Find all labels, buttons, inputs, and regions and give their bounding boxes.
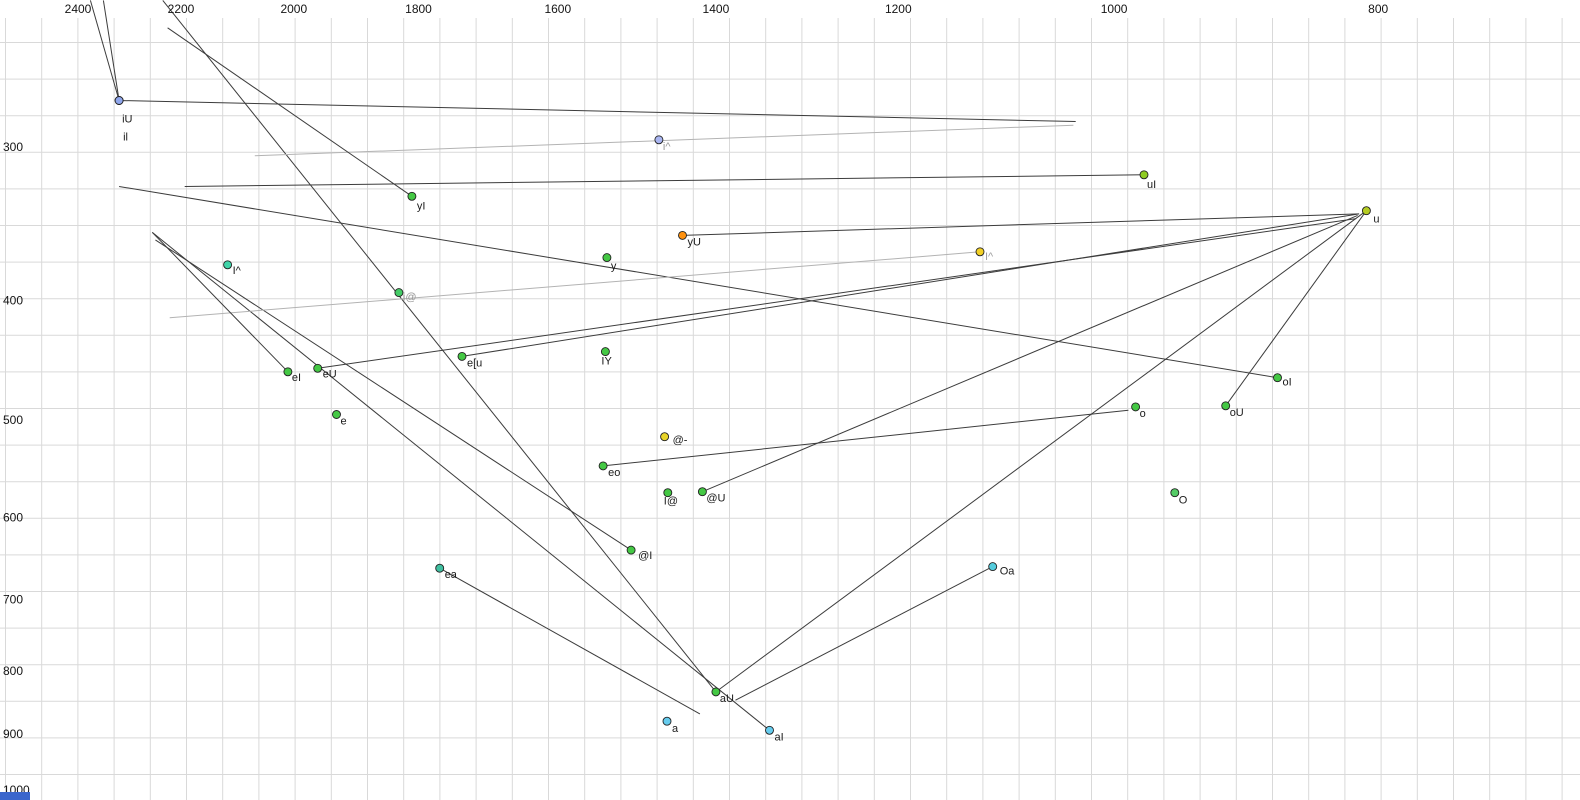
- vowel-point-i@[interactable]: [394, 288, 404, 298]
- vowel-trajectory-line: [603, 409, 1129, 467]
- vowel-point-label: il: [123, 132, 128, 144]
- y-axis-tick-label: 700: [3, 593, 23, 607]
- vowel-trajectory-line: [151, 232, 770, 731]
- x-axis-tick-label: 1400: [703, 2, 730, 16]
- x-axis-tick-label: 2200: [168, 2, 195, 16]
- x-axis-tick-label: 2400: [65, 2, 92, 16]
- vowel-point-aI[interactable]: [765, 725, 774, 735]
- vowel-trajectory-line: [119, 100, 1076, 122]
- vowel-point-label: eo: [608, 467, 620, 479]
- vowel-point-yI[interactable]: [407, 191, 417, 201]
- vowel-point-ea[interactable]: [435, 563, 445, 573]
- x-axis-tick-label: 1200: [885, 2, 912, 16]
- vowel-point-label: I^: [233, 265, 242, 277]
- vowel-trajectory-line: [254, 124, 1074, 157]
- vowel-point-label: oI: [1283, 377, 1292, 389]
- vowel-point-I@[interactable]: [663, 488, 673, 498]
- vowel-point-y[interactable]: [602, 253, 612, 263]
- vowel-point-il[interactable]: [114, 96, 124, 105]
- vowel-point-yU[interactable]: [678, 230, 687, 240]
- vowel-point-IY[interactable]: [600, 347, 610, 357]
- y-axis-tick-label: 300: [3, 140, 23, 154]
- vowel-point-label: IY: [601, 356, 612, 368]
- vowel-point-@I[interactable]: [626, 545, 636, 555]
- vowel-point-label: yU: [688, 236, 702, 248]
- vowel-point-uI[interactable]: [1139, 170, 1149, 180]
- vowel-point-label: e: [341, 416, 347, 428]
- vowel-point-Oa[interactable]: [988, 562, 998, 572]
- vowel-point-eI[interactable]: [283, 367, 293, 377]
- vowel-trajectory-line: [439, 567, 701, 715]
- vowel-point-label: a: [672, 723, 679, 735]
- vowel-trajectory-line: [102, 0, 120, 101]
- vowel-point-label: Oa: [1000, 566, 1016, 578]
- vowel-trajectory-line: [169, 251, 981, 319]
- vowel-trajectory-line: [702, 214, 1358, 493]
- vowel-trajectory-line: [162, 0, 717, 693]
- vowel-point-label: eU: [323, 368, 337, 380]
- vowel-trajectory-line: [317, 218, 1357, 369]
- vowel-trajectory-line: [735, 566, 993, 701]
- vowel-point-label: eI: [292, 372, 301, 384]
- vowel-trajectory-line: [155, 239, 632, 551]
- vowel-trajectory-line: [167, 27, 413, 197]
- vowel-point-I^[interactable]: [223, 260, 233, 270]
- x-axis-tick-label: 1000: [1101, 2, 1128, 16]
- x-axis-tick-label: 800: [1368, 2, 1388, 16]
- vowel-point-label: i^: [663, 141, 671, 153]
- vowel-point-label: o: [1140, 408, 1146, 420]
- vowel-point-label: iU: [122, 114, 132, 126]
- vowel-trajectory-line: [682, 213, 1360, 236]
- vowel-point-o[interactable]: [1131, 402, 1141, 412]
- y-axis-tick-label: 500: [3, 413, 23, 427]
- vowel-point-label: I@: [664, 496, 678, 508]
- vowel-trajectory-line: [1225, 210, 1367, 407]
- y-axis-tick-label: 400: [3, 294, 23, 308]
- vowel-point-label: @-: [673, 435, 688, 447]
- vowel-point-e[u[interactable]: [457, 351, 467, 361]
- vowel-point-label: u: [1373, 214, 1379, 226]
- y-axis-tick-label: 800: [3, 664, 23, 678]
- y-axis-tick-label: 900: [3, 727, 23, 741]
- vowel-point-@U[interactable]: [697, 487, 707, 497]
- x-axis-tick-label: 2000: [280, 2, 307, 16]
- vowel-point-u[interactable]: [1361, 206, 1371, 216]
- vowel-point-label: @I: [638, 550, 652, 562]
- vowel-point-label: uI: [1147, 179, 1156, 191]
- vowel-trajectory-line: [89, 0, 120, 101]
- vowel-point-oU[interactable]: [1221, 401, 1231, 411]
- vowel-point-eo[interactable]: [598, 461, 608, 471]
- vowel-point-label: @U: [706, 493, 725, 505]
- vowel-point-label: i@: [403, 292, 417, 304]
- vowel-trajectory-line: [119, 186, 1278, 379]
- bottom-left-blue-fragment: [0, 792, 30, 800]
- vowel-point-label: aI: [775, 731, 784, 743]
- vowel-point-label: ea: [445, 569, 458, 581]
- vowel-point-label: I^: [985, 251, 994, 263]
- vowel-point-e[interactable]: [332, 410, 341, 419]
- x-axis-tick-label: 1800: [405, 2, 432, 16]
- x-axis-tick-label: 1600: [544, 2, 571, 16]
- vowel-trajectory-line: [151, 232, 289, 373]
- vowel-point-I^[interactable]: [975, 247, 985, 257]
- vowel-point-i^[interactable]: [654, 135, 664, 145]
- vowel-point-oI[interactable]: [1273, 373, 1282, 383]
- y-axis-tick-label: 600: [3, 510, 23, 524]
- vowel-point-label: O: [1179, 495, 1188, 507]
- vowel-point-label: yI: [417, 200, 426, 212]
- vowel-point-aU[interactable]: [711, 687, 721, 697]
- vowel-point-eU[interactable]: [313, 363, 323, 373]
- vowel-point-@-[interactable]: [660, 432, 670, 442]
- vowel-point-O[interactable]: [1170, 488, 1180, 498]
- vowel-point-label: e[u: [467, 357, 482, 369]
- vowel-point-label: aU: [720, 693, 734, 705]
- vowel-trajectory-line: [715, 210, 1367, 693]
- vowel-point-label: oU: [1230, 407, 1244, 419]
- vowel-point-label: y: [611, 261, 617, 273]
- vowel-point-a[interactable]: [662, 716, 672, 726]
- vowel-trajectory-line: [461, 213, 1360, 357]
- vowel-trajectory-line: [184, 174, 1145, 187]
